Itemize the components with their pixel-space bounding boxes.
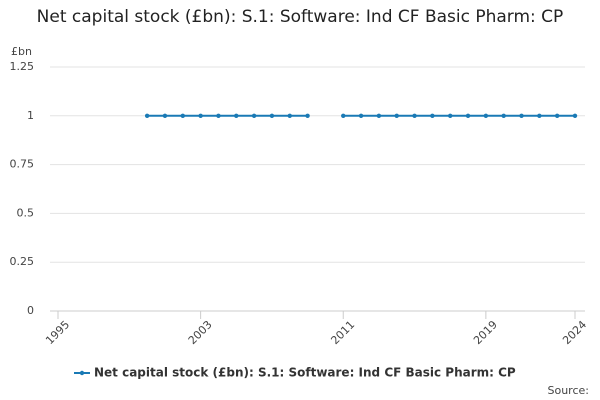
data-point <box>501 113 506 119</box>
x-tick-label: 1995 <box>43 318 72 347</box>
y-axis-label: £bn <box>11 45 32 58</box>
y-tick-label: 1 <box>27 109 34 122</box>
y-tick-label: 1.25 <box>10 60 35 73</box>
data-point <box>554 113 560 119</box>
data-point <box>358 113 364 119</box>
data-point <box>412 113 417 119</box>
data-point <box>519 113 524 119</box>
data-point <box>216 113 221 119</box>
data-point <box>430 113 435 119</box>
data-point <box>376 113 382 119</box>
data-point <box>198 113 203 119</box>
data-point <box>572 113 578 119</box>
data-point <box>394 113 399 119</box>
x-tick-label: 2011 <box>328 318 357 347</box>
data-point <box>483 113 489 119</box>
x-tick-label: 2003 <box>186 318 215 347</box>
legend-symbol-dot <box>79 370 85 376</box>
data-point <box>287 113 292 119</box>
source: Source: <box>548 384 590 397</box>
data-point <box>305 113 310 119</box>
data-point <box>448 113 453 119</box>
y-tick-label: 0.25 <box>10 255 35 268</box>
data-point <box>341 113 346 119</box>
data-point <box>537 113 542 119</box>
data-point <box>465 113 471 119</box>
legend-label: Net capital stock (£bn): S.1: Software: … <box>94 366 516 380</box>
y-tick-label: 0.5 <box>17 206 35 219</box>
x-tick-label: 2024 <box>560 318 589 347</box>
x-tick-label: 2019 <box>471 318 500 347</box>
data-point <box>162 113 168 119</box>
y-tick-label: 0 <box>27 304 34 317</box>
data-point <box>180 113 185 119</box>
data-point <box>251 113 257 119</box>
data-point <box>269 113 275 119</box>
y-tick-label: 0.75 <box>10 158 35 171</box>
data-point <box>234 113 239 119</box>
chart-title: Net capital stock (£bn): S.1: Software: … <box>36 7 564 27</box>
data-point <box>144 113 150 119</box>
